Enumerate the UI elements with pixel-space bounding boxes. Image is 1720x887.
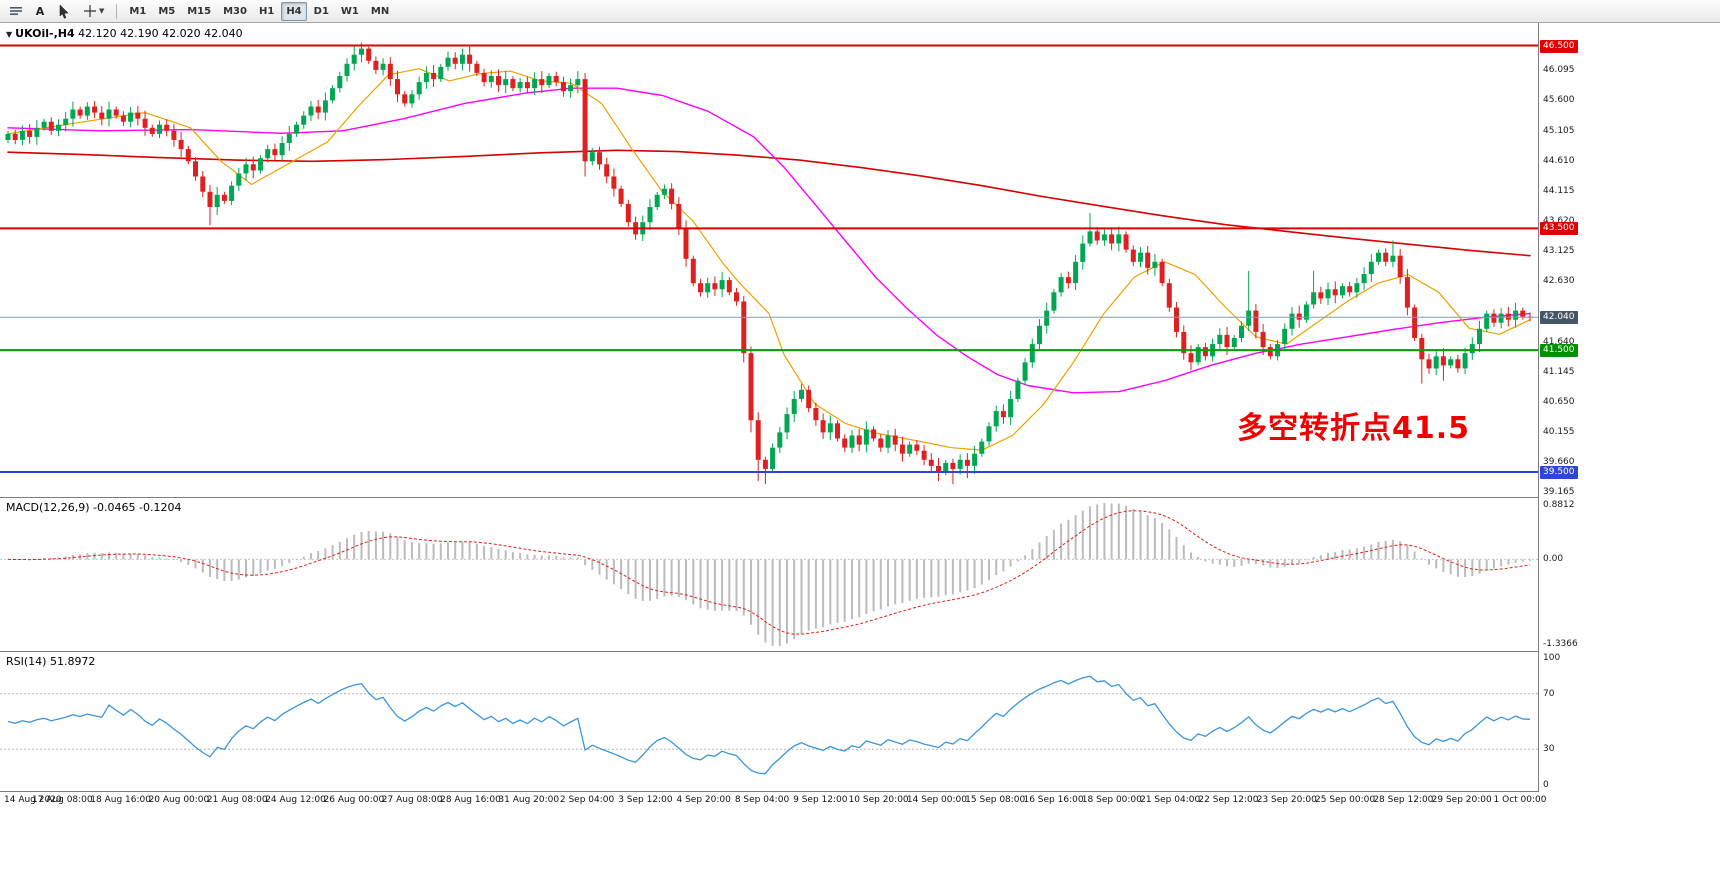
macd-axis-max: 0.8812 — [1543, 500, 1575, 510]
chart-header: ▼ UKOil-,H4 42.120 42.190 42.020 42.040 — [6, 27, 243, 40]
timeframe-button-M5[interactable]: M5 — [153, 2, 180, 21]
price-axis-tick: 46.095 — [1543, 65, 1575, 76]
time-axis-label: 15 Sep 08:00 — [965, 795, 1026, 805]
rsi-label: RSI(14) 51.8972 — [6, 655, 96, 668]
hamburger-icon — [10, 7, 22, 15]
timeframe-button-D1[interactable]: D1 — [309, 2, 334, 21]
time-axis-label: 20 Aug 00:00 — [148, 795, 210, 805]
ma-mid-magenta — [7, 87, 1531, 394]
price-axis-tick: 39.165 — [1543, 487, 1575, 498]
panel-separator-1[interactable] — [0, 497, 1720, 498]
text-annotation-label: A — [35, 4, 45, 18]
price-axis-tick: 40.155 — [1543, 427, 1575, 438]
ma-slow-red — [7, 149, 1531, 257]
rsi-axis-30: 30 — [1543, 744, 1555, 755]
timeframe-button-W1[interactable]: W1 — [336, 2, 364, 21]
chart-list-button[interactable] — [4, 2, 28, 21]
time-axis-label: 23 Sep 20:00 — [1256, 795, 1317, 805]
macd-axis-zero: 0.00 — [1543, 554, 1564, 565]
macd-axis-min: -1.3366 — [1543, 639, 1578, 649]
price-axis[interactable]: 46.095 45.600 45.105 44.610 44.115 43.620 43.1… — [1538, 23, 1720, 792]
level-badge-46.500: 46.500 — [1540, 39, 1578, 53]
moving-averages — [7, 68, 1531, 451]
current-price-badge: 42.040 — [1540, 311, 1578, 325]
timeframe-button-M30[interactable]: M30 — [218, 2, 252, 21]
time-axis-label: 29 Sep 20:00 — [1431, 795, 1492, 805]
cursor-button[interactable] — [52, 2, 76, 21]
macd-histogram — [7, 503, 1531, 646]
time-axis-label: 14 Sep 00:00 — [906, 795, 967, 805]
chart-text-annotation: 多空转折点41.5 — [1237, 411, 1471, 446]
price-axis-tick: 43.125 — [1543, 246, 1575, 257]
time-axis-label: 21 Aug 08:00 — [206, 795, 268, 805]
rsi-axis-0: 0 — [1543, 780, 1549, 790]
time-axis-label: 21 Sep 04:00 — [1140, 795, 1201, 805]
time-axis-label: 28 Aug 16:00 — [440, 795, 501, 805]
panel-separator-2[interactable] — [0, 651, 1720, 652]
time-axis-label: 17 Aug 08:00 — [31, 795, 93, 805]
toolbar-divider — [116, 3, 118, 19]
time-axis-label: 27 Aug 08:00 — [381, 795, 443, 805]
time-axis-label: 4 Sep 20:00 — [676, 795, 731, 805]
macd-label: MACD(12,26,9) -0.0465 -0.1204 — [6, 501, 182, 514]
price-axis-tick: 42.630 — [1543, 276, 1575, 287]
macd-signal-line — [7, 510, 1531, 635]
time-axis-label: 2 Sep 04:00 — [559, 795, 615, 805]
text-annotation-button[interactable]: A — [30, 2, 50, 21]
timeframe-button-H4[interactable]: H4 — [281, 1, 307, 21]
symbol-period-title: UKOil-,H4 — [15, 27, 75, 40]
time-axis-label: 3 Sep 12:00 — [618, 795, 673, 805]
crosshair-icon — [84, 5, 96, 17]
time-axis-label: 31 Aug 20:00 — [498, 795, 560, 805]
cursor-icon — [59, 3, 69, 19]
price-axis-tick: 44.115 — [1543, 185, 1575, 196]
timeframe-button-group: M1 M5 M15 M30 H1 H4 D1 W1 MN — [124, 1, 394, 21]
price-axis-tick: 44.610 — [1543, 155, 1575, 166]
time-axis-label: 16 Sep 16:00 — [1023, 795, 1084, 805]
price-chart-canvas[interactable] — [0, 23, 1538, 497]
price-axis-tick: 40.650 — [1543, 396, 1575, 407]
time-axis-label: 22 Sep 12:00 — [1198, 795, 1259, 805]
time-axis-label: 26 Aug 00:00 — [323, 795, 385, 805]
rsi-line — [7, 675, 1531, 775]
crosshair-button[interactable]: ▼ — [78, 2, 109, 21]
rsi-axis-100: 100 — [1543, 653, 1561, 663]
price-axis-tick: 41.640 — [1543, 336, 1575, 347]
timeframe-button-M1[interactable]: M1 — [124, 2, 151, 21]
time-axis-label: 28 Sep 12:00 — [1373, 795, 1434, 805]
rsi-indicator-canvas[interactable] — [0, 652, 1538, 791]
toolbar: A ▼ M1 M5 M15 M30 H1 H4 D1 W1 MN — [0, 0, 1720, 23]
timeframe-button-MN[interactable]: MN — [366, 2, 394, 21]
one-click-trading-toggle[interactable]: ▼ — [6, 30, 13, 39]
time-axis-label: 9 Sep 12:00 — [793, 795, 848, 805]
level-badge-39.500: 39.500 — [1540, 466, 1578, 480]
ohlc-readout: 42.120 42.190 42.020 42.040 — [78, 27, 243, 40]
price-axis-tick: 45.600 — [1543, 95, 1575, 106]
time-axis-label: 18 Aug 16:00 — [90, 795, 151, 805]
macd-indicator-canvas[interactable] — [0, 498, 1538, 651]
price-axis-tick: 39.660 — [1543, 457, 1575, 468]
time-axis-label: 8 Sep 04:00 — [734, 795, 790, 805]
time-axis-label: 18 Sep 00:00 — [1081, 795, 1142, 805]
ma-fast-orange — [7, 68, 1531, 451]
time-axis-label: 24 Aug 12:00 — [265, 795, 326, 805]
time-axis[interactable]: 14 Aug 2020 17 Aug 08:00 18 Aug 16:00 20 Au… — [0, 792, 1546, 812]
rsi-axis-70: 70 — [1543, 688, 1555, 699]
price-axis-tick: 41.145 — [1543, 366, 1575, 377]
level-badge-41.500: 41.500 — [1540, 344, 1578, 358]
level-badge-43.500: 43.500 — [1540, 222, 1578, 236]
price-axis-tick: 43.620 — [1543, 216, 1575, 226]
time-axis-label: 1 Oct 00:00 — [1493, 795, 1547, 805]
timeframe-button-M15[interactable]: M15 — [182, 2, 216, 21]
caret-down-icon: ▼ — [99, 7, 105, 15]
panel-separator-3 — [0, 791, 1720, 792]
time-axis-label: 14 Aug 2020 — [4, 795, 62, 805]
time-axis-label: 25 Sep 00:00 — [1315, 795, 1376, 805]
timeframe-button-H1[interactable]: H1 — [254, 2, 279, 21]
price-axis-tick: 45.105 — [1543, 125, 1575, 136]
time-axis-label: 10 Sep 20:00 — [848, 795, 909, 805]
